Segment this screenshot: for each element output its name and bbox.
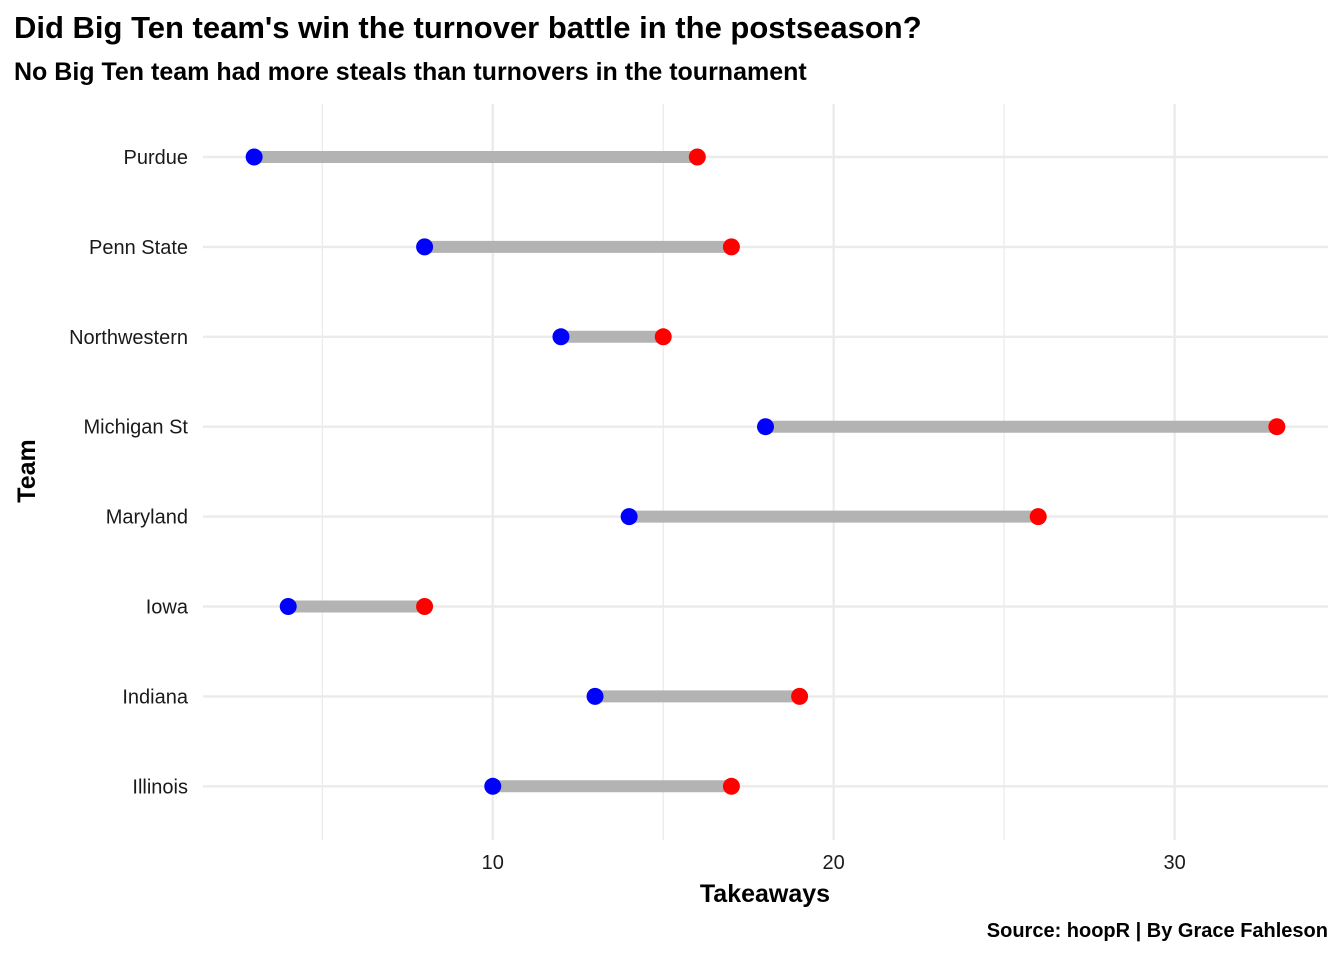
red-point <box>791 687 809 705</box>
y-tick-label: Illinois <box>132 776 188 798</box>
red-point <box>688 148 706 166</box>
x-tick-labels: 10 20 30 <box>482 852 1186 874</box>
y-tick-label: Indiana <box>122 686 188 708</box>
y-tick-label: Purdue <box>124 147 189 169</box>
y-tick-label: Penn State <box>89 237 188 259</box>
grid-minor <box>321 104 1005 840</box>
blue-point <box>245 148 263 166</box>
red-point <box>654 328 672 346</box>
chart-title: Did Big Ten team's win the turnover batt… <box>14 10 922 45</box>
blue-point <box>757 418 774 436</box>
blue-point <box>484 777 502 795</box>
blue-point <box>586 687 604 705</box>
red-point <box>1268 418 1286 436</box>
blue-point <box>620 508 638 526</box>
blue-point <box>416 238 434 256</box>
x-tick-label: 10 <box>482 852 504 874</box>
grid-major <box>203 104 1328 840</box>
red-point <box>722 777 740 795</box>
x-tick-label: 30 <box>1163 852 1185 874</box>
red-point <box>1029 508 1047 526</box>
blue-point <box>552 328 570 346</box>
segments <box>254 151 1277 793</box>
x-axis-title: Takeaways <box>700 880 830 908</box>
y-tick-label: Maryland <box>106 507 188 529</box>
points <box>245 148 1286 795</box>
y-tick-label: Northwestern <box>69 327 188 349</box>
chart-subtitle: No Big Ten team had more steals than tur… <box>14 58 807 86</box>
y-tick-label: Michigan St <box>84 417 189 439</box>
x-tick-label: 20 <box>823 852 845 874</box>
blue-point <box>279 598 297 615</box>
source-caption: Source: hoopR | By Grace Fahleson <box>986 920 1328 942</box>
y-axis-title: Team <box>13 439 41 502</box>
y-tick-label: Iowa <box>146 597 189 619</box>
y-tick-labels: Purdue Penn State Northwestern Michigan St M… <box>69 147 189 798</box>
red-point <box>722 238 740 256</box>
red-point <box>416 598 434 615</box>
